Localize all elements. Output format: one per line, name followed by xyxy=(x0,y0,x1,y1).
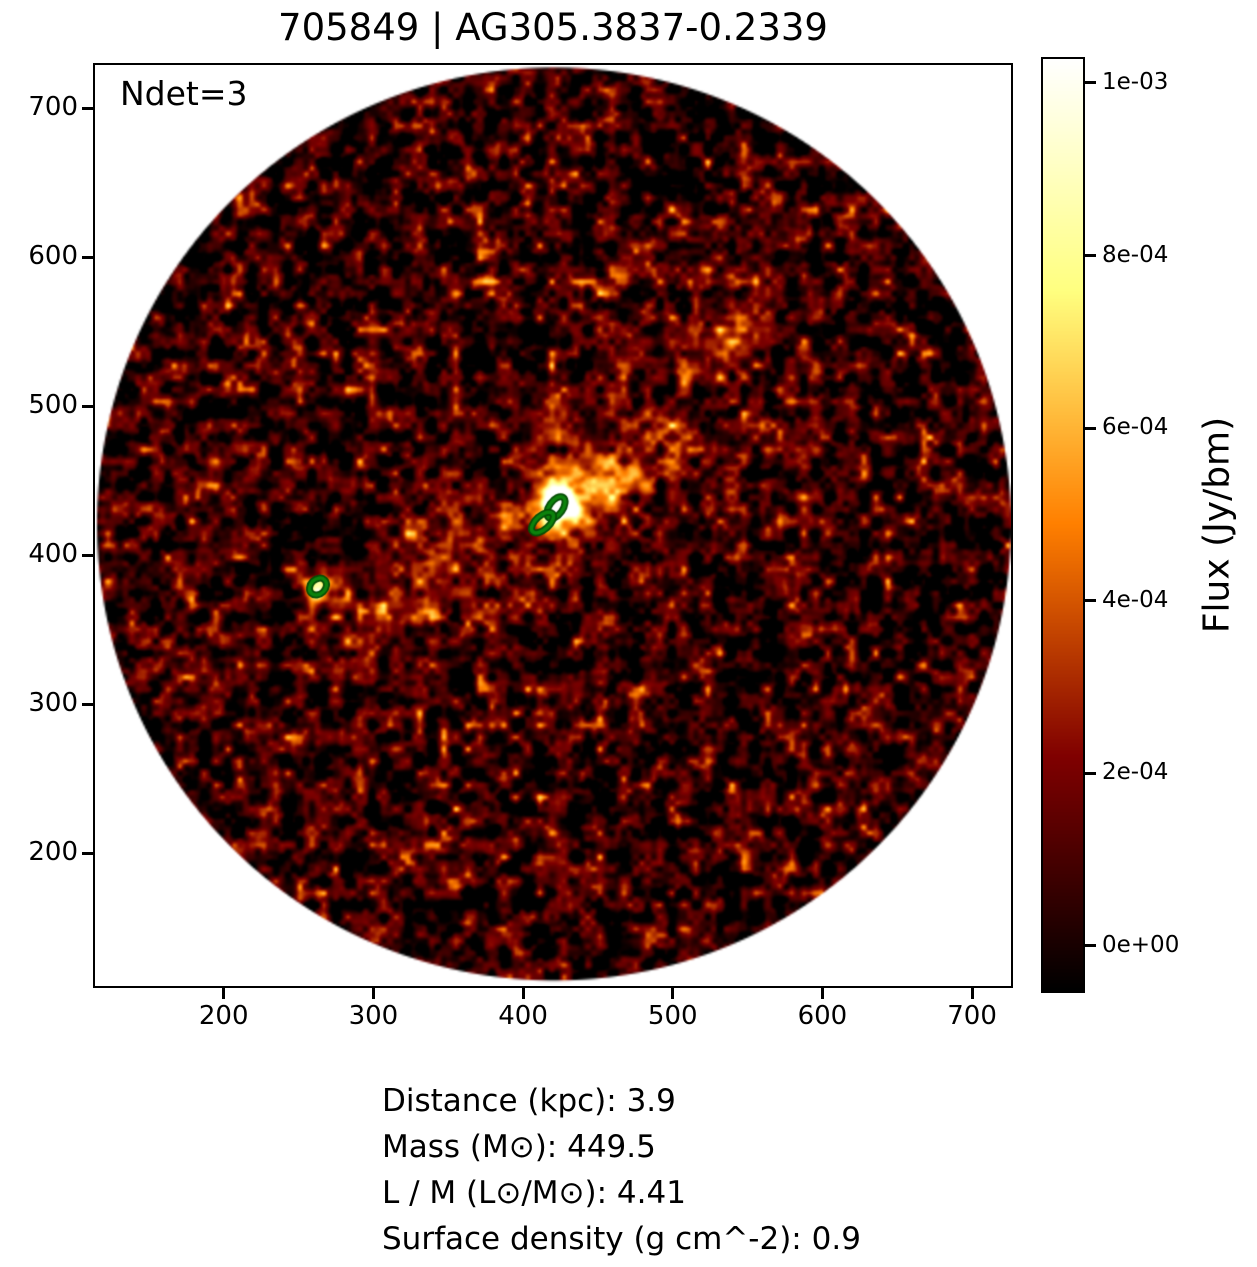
colorbar-tick-mark xyxy=(1085,771,1096,775)
y-tick-mark xyxy=(82,106,93,110)
y-tick-mark xyxy=(82,255,93,259)
x-tick-mark xyxy=(521,988,525,999)
ndet-annotation: Ndet=3 xyxy=(120,74,248,113)
colorbar-tick-label: 2e-04 xyxy=(1102,759,1169,786)
colorbar-tick-label: 8e-04 xyxy=(1102,241,1169,268)
flux-map-image xyxy=(95,65,1011,986)
plot-title: 705849 | AG305.3837-0.2339 xyxy=(278,6,828,49)
y-tick-label: 200 xyxy=(28,837,78,868)
x-tick-label: 300 xyxy=(348,1001,399,1031)
colorbar-tick-mark xyxy=(1085,426,1096,430)
source-info-block: Distance (kpc): 3.9 Mass (M⊙): 449.5 L /… xyxy=(382,1078,861,1262)
x-tick-label: 600 xyxy=(797,1001,848,1031)
colorbar-tick-label: 0e+00 xyxy=(1102,931,1180,958)
y-tick-mark xyxy=(82,553,93,557)
x-tick-mark xyxy=(371,988,375,999)
x-tick-mark xyxy=(222,988,226,999)
info-surface-density: Surface density (g cm^-2): 0.9 xyxy=(382,1221,861,1257)
y-tick-label: 700 xyxy=(28,92,78,123)
y-tick-mark xyxy=(82,702,93,706)
plot-area: Ndet=3 xyxy=(93,63,1013,988)
y-tick-label: 600 xyxy=(28,241,78,272)
colorbar-tick-label: 4e-04 xyxy=(1102,586,1169,613)
info-mass: Mass (M⊙): 449.5 xyxy=(382,1129,656,1165)
x-tick-label: 500 xyxy=(647,1001,698,1031)
x-tick-mark xyxy=(970,988,974,999)
x-tick-label: 200 xyxy=(198,1001,249,1031)
colorbar-tick-mark xyxy=(1085,599,1096,603)
colorbar-gradient xyxy=(1043,59,1083,991)
colorbar xyxy=(1041,57,1085,993)
y-tick-label: 500 xyxy=(28,390,78,421)
x-tick-label: 700 xyxy=(947,1001,997,1031)
colorbar-tick-mark xyxy=(1085,944,1096,948)
colorbar-tick-label: 6e-04 xyxy=(1102,414,1169,441)
colorbar-tick-mark xyxy=(1085,81,1096,85)
y-tick-label: 300 xyxy=(28,688,78,719)
info-distance: Distance (kpc): 3.9 xyxy=(382,1083,676,1119)
colorbar-axis-label: Flux (Jy/bm) xyxy=(1196,416,1238,634)
y-tick-label: 400 xyxy=(28,539,78,570)
y-tick-mark xyxy=(82,851,93,855)
colorbar-tick-mark xyxy=(1085,254,1096,257)
colorbar-tick-label: 1e-03 xyxy=(1102,68,1169,95)
y-tick-mark xyxy=(82,404,93,408)
info-luminosity-mass: L / M (L⊙/M⊙): 4.41 xyxy=(382,1175,686,1211)
x-tick-mark xyxy=(671,988,675,999)
x-tick-mark xyxy=(820,988,824,999)
x-tick-label: 400 xyxy=(498,1001,548,1031)
